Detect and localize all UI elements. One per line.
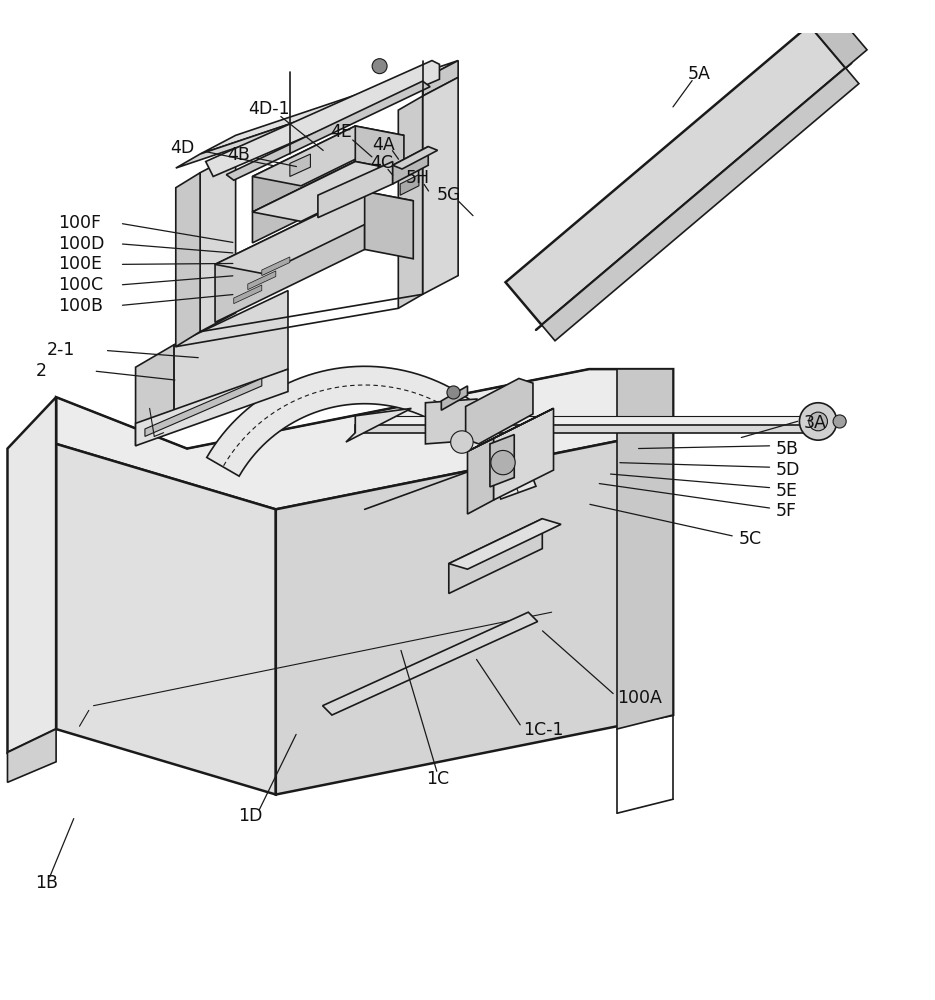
Polygon shape — [200, 154, 236, 332]
Text: 5E: 5E — [776, 482, 798, 500]
Polygon shape — [365, 191, 413, 259]
Polygon shape — [252, 126, 404, 186]
Text: 5H: 5H — [406, 169, 430, 187]
Polygon shape — [176, 173, 200, 347]
Circle shape — [833, 415, 846, 428]
Polygon shape — [262, 257, 290, 276]
Polygon shape — [215, 191, 413, 274]
Polygon shape — [323, 612, 538, 715]
Text: 2-1: 2-1 — [47, 341, 75, 359]
Text: 5F: 5F — [776, 502, 797, 520]
Polygon shape — [207, 366, 536, 499]
Polygon shape — [136, 369, 288, 446]
Polygon shape — [449, 519, 542, 593]
Circle shape — [451, 431, 473, 453]
Text: 4D: 4D — [170, 139, 194, 157]
Polygon shape — [174, 291, 288, 423]
Polygon shape — [200, 61, 458, 154]
Text: 5G: 5G — [437, 186, 461, 204]
Text: 100D: 100D — [58, 235, 105, 253]
Text: 1D: 1D — [238, 807, 263, 825]
Polygon shape — [449, 519, 561, 569]
Polygon shape — [7, 729, 56, 782]
Polygon shape — [810, 7, 867, 68]
Polygon shape — [176, 79, 423, 168]
Polygon shape — [355, 425, 804, 433]
Polygon shape — [425, 399, 477, 444]
Polygon shape — [400, 175, 419, 195]
Polygon shape — [226, 81, 430, 180]
Polygon shape — [468, 408, 554, 451]
Text: 2: 2 — [36, 362, 47, 380]
Polygon shape — [398, 96, 423, 308]
Polygon shape — [490, 435, 514, 487]
Text: 4A: 4A — [372, 136, 395, 154]
Polygon shape — [346, 408, 411, 442]
Polygon shape — [355, 416, 804, 425]
Text: 5B: 5B — [776, 440, 799, 458]
Text: 3A: 3A — [804, 414, 827, 432]
Polygon shape — [56, 369, 673, 509]
Text: 4D-1: 4D-1 — [249, 100, 290, 118]
Circle shape — [372, 59, 387, 74]
Text: 1B: 1B — [36, 874, 59, 892]
Polygon shape — [494, 408, 554, 500]
Polygon shape — [423, 61, 458, 96]
Text: 100E: 100E — [58, 255, 102, 273]
Polygon shape — [441, 386, 468, 410]
Text: 100A: 100A — [617, 689, 662, 707]
Text: 4C: 4C — [370, 154, 393, 172]
Text: 1C-1: 1C-1 — [524, 721, 564, 739]
Text: 1C: 1C — [426, 770, 449, 788]
Text: 5D: 5D — [776, 461, 800, 479]
Polygon shape — [252, 162, 355, 243]
Text: 100B: 100B — [58, 297, 103, 315]
Polygon shape — [252, 162, 404, 221]
Circle shape — [799, 403, 837, 440]
Text: 100C: 100C — [58, 276, 103, 294]
Polygon shape — [466, 378, 533, 444]
Polygon shape — [252, 126, 355, 212]
Circle shape — [447, 386, 460, 399]
Polygon shape — [541, 68, 859, 341]
Polygon shape — [290, 154, 310, 176]
Polygon shape — [506, 25, 845, 325]
Polygon shape — [468, 438, 494, 514]
Polygon shape — [248, 271, 276, 290]
Polygon shape — [206, 61, 439, 176]
Circle shape — [491, 450, 515, 475]
Text: 5A: 5A — [688, 65, 711, 83]
Polygon shape — [393, 147, 438, 169]
Text: 4E: 4E — [330, 123, 352, 141]
Polygon shape — [355, 126, 404, 171]
Polygon shape — [276, 430, 673, 795]
Polygon shape — [136, 345, 174, 446]
Circle shape — [809, 412, 827, 431]
Polygon shape — [56, 444, 276, 795]
Polygon shape — [234, 285, 262, 304]
Polygon shape — [215, 191, 365, 322]
Text: 5C: 5C — [739, 530, 762, 548]
Polygon shape — [7, 397, 56, 752]
Polygon shape — [393, 147, 428, 184]
Polygon shape — [423, 77, 458, 294]
Polygon shape — [318, 162, 393, 218]
Text: 100F: 100F — [58, 214, 101, 232]
Polygon shape — [145, 378, 262, 436]
Text: 4B: 4B — [227, 146, 250, 164]
Polygon shape — [617, 369, 673, 729]
